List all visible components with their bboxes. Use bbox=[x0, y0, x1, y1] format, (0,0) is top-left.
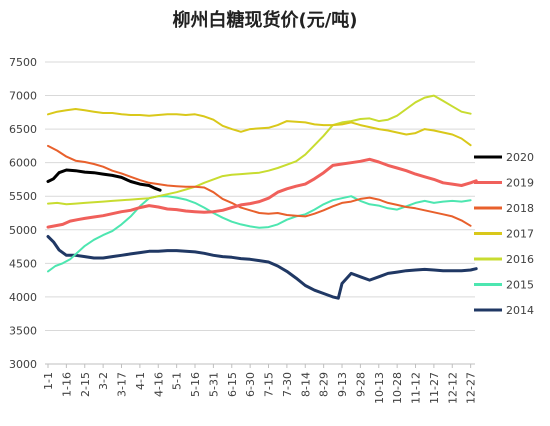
x-axis-ticks: 1-1 1-16 2-15 3-2 3-17 4-1 4-16 5-1 5-16 5-31 6-15… bbox=[42, 364, 478, 404]
y-tick-label: 7500 bbox=[9, 56, 37, 69]
x-tick-label: 9-28 bbox=[354, 372, 367, 397]
legend-label-2017: 2017 bbox=[506, 228, 534, 241]
x-tick-label: 10-13 bbox=[373, 372, 386, 404]
x-tick-label: 12-12 bbox=[446, 372, 459, 404]
y-tick-label: 6500 bbox=[9, 123, 37, 136]
legend-label-2019: 2019 bbox=[506, 177, 534, 190]
grid-lines bbox=[45, 61, 475, 365]
legend-label-2015: 2015 bbox=[506, 279, 534, 292]
series-line-2019 bbox=[46, 157, 478, 229]
series-line-2020 bbox=[46, 168, 162, 192]
x-tick-label: 4-1 bbox=[134, 372, 147, 390]
y-tick-label: 5500 bbox=[9, 190, 37, 203]
x-tick-label: 10-28 bbox=[391, 372, 404, 404]
x-tick-label: 9-13 bbox=[336, 372, 349, 397]
x-tick-label: 5-31 bbox=[207, 372, 220, 397]
x-tick-label: 6-30 bbox=[244, 372, 257, 397]
y-tick-label: 4500 bbox=[9, 257, 37, 270]
series-line-2014 bbox=[46, 235, 478, 300]
x-tick-label: 1-1 bbox=[42, 372, 55, 390]
chart-title: 柳州白糖现货价(元/吨) bbox=[172, 9, 357, 31]
series-line-2018 bbox=[47, 144, 472, 227]
y-tick-label: 3000 bbox=[9, 358, 37, 371]
y-tick-label: 3500 bbox=[9, 324, 37, 337]
y-tick-label: 4000 bbox=[9, 291, 37, 304]
legend: 2020 2019 2018 2017 2016 2015 2014 bbox=[474, 151, 534, 317]
x-tick-label: 12-27 bbox=[465, 372, 478, 404]
legend-label-2018: 2018 bbox=[506, 202, 534, 215]
y-tick-label: 6000 bbox=[9, 157, 37, 170]
series-line-2015 bbox=[47, 195, 472, 273]
y-axis-ticks: 3000 3500 4000 4500 5000 5500 6000 6500 7000 7500 bbox=[9, 56, 37, 371]
series-line-2017 bbox=[47, 108, 472, 147]
x-tick-label: 11-12 bbox=[410, 372, 423, 404]
x-tick-label: 8-29 bbox=[318, 372, 331, 397]
series-line-2016 bbox=[47, 94, 472, 206]
legend-label-2016: 2016 bbox=[506, 253, 534, 266]
y-tick-label: 7000 bbox=[9, 90, 37, 103]
x-tick-label: 2-15 bbox=[79, 372, 92, 397]
x-tick-label: 6-15 bbox=[226, 372, 239, 397]
x-tick-label: 1-16 bbox=[60, 372, 73, 397]
x-tick-label: 3-17 bbox=[116, 372, 129, 397]
x-tick-label: 5-1 bbox=[171, 372, 184, 390]
legend-label-2014: 2014 bbox=[506, 304, 534, 317]
x-tick-label: 8-14 bbox=[299, 372, 312, 397]
x-tick-label: 3-2 bbox=[97, 372, 110, 390]
x-tick-label: 4-16 bbox=[152, 372, 165, 397]
y-tick-label: 5000 bbox=[9, 224, 37, 237]
x-tick-label: 5-16 bbox=[189, 372, 202, 397]
legend-label-2020: 2020 bbox=[506, 151, 534, 164]
x-tick-label: 11-27 bbox=[428, 372, 441, 404]
series-lines bbox=[46, 94, 478, 300]
x-tick-label: 7-30 bbox=[281, 372, 294, 397]
x-tick-label: 7-15 bbox=[263, 372, 276, 397]
